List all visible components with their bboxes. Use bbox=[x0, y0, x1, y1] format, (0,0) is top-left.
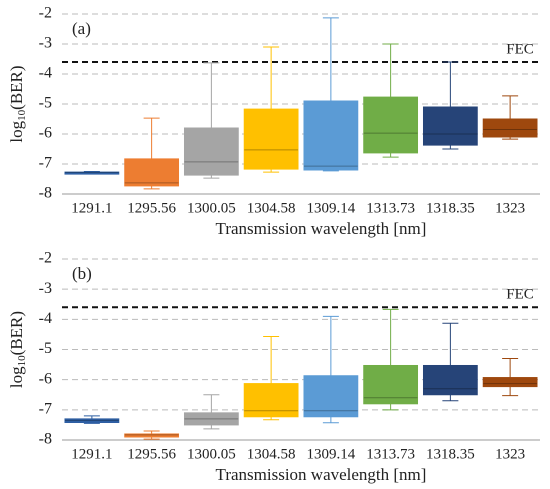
y-tick-label: -8 bbox=[39, 185, 52, 202]
x-tick-label: 1313.73 bbox=[366, 446, 415, 462]
y-axis-label-part: log bbox=[7, 120, 26, 142]
x-tick-label: 1318.35 bbox=[426, 200, 475, 216]
y-axis-label: log10(BER) bbox=[7, 311, 28, 388]
box bbox=[482, 377, 538, 388]
box bbox=[422, 106, 478, 146]
y-tick-label: -6 bbox=[39, 125, 52, 142]
x-tick-label: 1300.05 bbox=[187, 200, 236, 216]
x-tick-label: 1291.1 bbox=[71, 200, 112, 216]
y-axis-label-part: (BER) bbox=[7, 311, 26, 355]
x-tick-label: 1304.58 bbox=[247, 446, 296, 462]
x-tick-label: 1318.35 bbox=[426, 446, 475, 462]
box bbox=[243, 108, 299, 170]
y-axis-label-part: log bbox=[7, 366, 26, 388]
threshold-label: FEC bbox=[506, 287, 534, 303]
box bbox=[183, 127, 239, 176]
x-tick-label: 1295.56 bbox=[127, 446, 176, 462]
x-axis-label: Transmission wavelength [nm] bbox=[216, 219, 427, 238]
y-tick-label: -4 bbox=[39, 310, 52, 327]
x-axis-label: Transmission wavelength [nm] bbox=[216, 465, 427, 484]
box bbox=[303, 100, 359, 171]
y-tick-label: -3 bbox=[39, 280, 52, 297]
y-tick-label: -5 bbox=[39, 95, 52, 112]
x-tick-label: 1313.73 bbox=[366, 200, 415, 216]
box bbox=[303, 375, 359, 418]
y-tick-label: -7 bbox=[39, 401, 52, 418]
y-tick-label: -7 bbox=[39, 155, 52, 172]
y-tick-label: -3 bbox=[39, 35, 52, 52]
box bbox=[482, 118, 538, 138]
x-tick-label: 1309.14 bbox=[307, 446, 356, 462]
box bbox=[124, 433, 180, 438]
y-axis-label-part: 10 bbox=[16, 355, 28, 367]
x-tick-label: 1304.58 bbox=[247, 200, 296, 216]
box bbox=[243, 383, 299, 418]
y-tick-label: -4 bbox=[39, 65, 52, 82]
y-tick-label: -5 bbox=[39, 340, 52, 357]
box bbox=[422, 364, 478, 396]
box bbox=[183, 412, 239, 426]
x-tick-label: 1323 bbox=[495, 200, 525, 216]
y-axis-label: log10(BER) bbox=[7, 65, 28, 142]
x-tick-label: 1300.05 bbox=[187, 446, 236, 462]
x-tick-label: 1309.14 bbox=[307, 200, 356, 216]
threshold-label: FEC bbox=[506, 41, 534, 57]
y-axis-label-part: (BER) bbox=[7, 65, 26, 109]
box bbox=[363, 96, 419, 154]
panel-label: (b) bbox=[72, 264, 92, 283]
box bbox=[64, 418, 120, 424]
y-tick-label: -6 bbox=[39, 370, 52, 387]
box bbox=[64, 171, 120, 175]
y-tick-label: -2 bbox=[39, 5, 52, 22]
x-tick-label: 1323 bbox=[495, 446, 525, 462]
box bbox=[363, 364, 419, 405]
y-tick-label: -8 bbox=[39, 431, 52, 448]
x-tick-label: 1291.1 bbox=[71, 446, 112, 462]
y-axis-label-part: 10 bbox=[16, 109, 28, 121]
y-tick-label: -2 bbox=[39, 250, 52, 267]
box bbox=[124, 158, 180, 187]
x-tick-label: 1295.56 bbox=[127, 200, 176, 216]
panel-label: (a) bbox=[72, 19, 91, 38]
